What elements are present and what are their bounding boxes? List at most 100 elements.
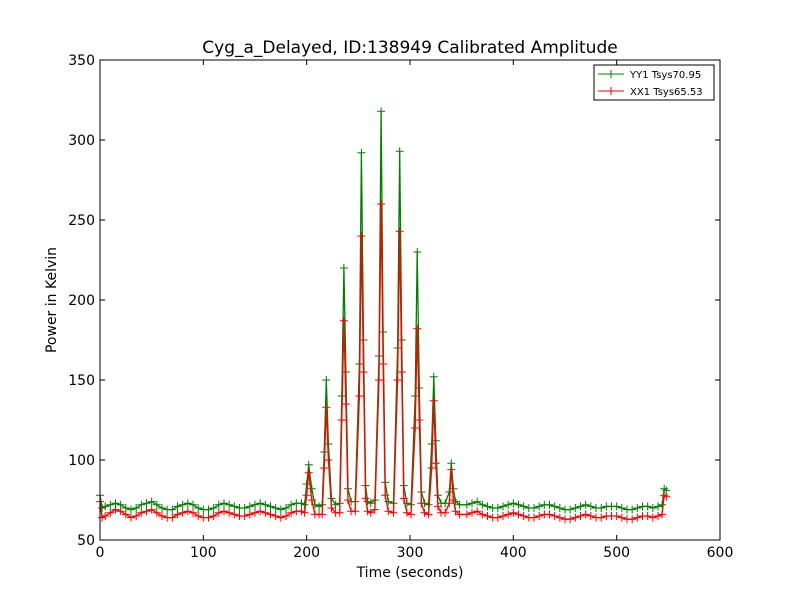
data-point (101, 512, 110, 520)
legend-label-1: XX1 Tsys65.53 (630, 87, 703, 98)
data-point (504, 500, 513, 509)
data-point (393, 376, 402, 384)
data-point (307, 496, 316, 504)
data-point (337, 416, 346, 424)
data-point (173, 502, 182, 511)
data-point (431, 459, 440, 468)
data-point (424, 510, 433, 519)
data-point (183, 499, 192, 508)
legend: YY1 Tsys70.95 XX1 Tsys65.53 (593, 64, 715, 101)
data-point (204, 513, 213, 522)
data-point (662, 492, 671, 501)
data-point (152, 500, 161, 509)
data-point (451, 497, 460, 506)
data-point (189, 508, 197, 517)
data-point (240, 512, 249, 520)
data-point (586, 502, 595, 511)
data-point (194, 504, 203, 512)
data-point (493, 513, 502, 522)
data-point (576, 512, 585, 520)
data-point (304, 460, 313, 469)
data-point (555, 513, 564, 522)
data-point (462, 500, 471, 509)
data-point (357, 232, 366, 240)
data-point (555, 504, 564, 512)
data-point (478, 500, 487, 509)
data-point (514, 500, 523, 509)
data-point (271, 504, 280, 512)
axis-ticks: 0 100 200 300 400 500 600 50 100 150 200 250 300 350 (68, 53, 733, 561)
data-point (509, 508, 518, 517)
data-point (483, 502, 492, 511)
data-point (420, 508, 429, 517)
data-point (261, 508, 270, 517)
data-point (451, 507, 460, 516)
data-point (370, 505, 379, 514)
legend-marker-0 (607, 70, 615, 78)
series-1 (96, 200, 671, 524)
data-point (355, 392, 364, 400)
data-point (389, 508, 398, 517)
data-point (251, 508, 259, 517)
x-tick-label: 0 (96, 545, 105, 561)
data-point (158, 504, 166, 512)
data-point (147, 505, 156, 514)
data-point (535, 512, 544, 520)
data-point (158, 512, 166, 520)
data-point (245, 510, 254, 519)
data-point (429, 372, 438, 381)
data-point (183, 507, 192, 516)
data-point (468, 508, 476, 517)
data-point (168, 513, 177, 522)
data-point (357, 148, 366, 157)
data-point (324, 456, 333, 464)
data-point (245, 502, 254, 511)
data-point (381, 491, 390, 500)
y-tick-label: 250 (68, 213, 95, 229)
data-point (339, 264, 348, 272)
data-point (571, 513, 580, 522)
data-point (341, 400, 350, 408)
x-tick-label: 400 (500, 545, 527, 561)
data-point (633, 504, 642, 512)
data-point (287, 508, 296, 517)
data-point (132, 504, 141, 512)
data-point (407, 510, 416, 519)
data-point (504, 510, 513, 519)
data-point (628, 515, 637, 524)
data-point (402, 508, 411, 517)
data-point (168, 505, 177, 514)
data-point (519, 502, 528, 511)
data-point (514, 510, 523, 519)
data-point (214, 508, 223, 517)
data-point (617, 504, 626, 512)
data-point (287, 500, 296, 509)
data-point (375, 376, 383, 384)
legend-box (593, 64, 715, 101)
data-point (395, 227, 404, 236)
data-point (566, 505, 575, 514)
y-tick-label: 200 (68, 293, 95, 309)
data-point (230, 510, 239, 519)
data-point (395, 147, 404, 156)
data-point (377, 200, 386, 208)
data-point (366, 508, 375, 517)
data-point (302, 491, 311, 500)
x-tick-label: 100 (190, 545, 217, 561)
data-point (441, 508, 450, 517)
data-point (194, 512, 203, 520)
data-point (220, 507, 228, 516)
data-point (251, 500, 259, 509)
data-point (361, 494, 370, 503)
data-point (225, 500, 234, 509)
data-point (127, 513, 135, 522)
data-point (384, 497, 393, 506)
data-point (209, 512, 218, 520)
data-point (648, 504, 657, 512)
data-point (633, 513, 642, 522)
x-tick-label: 200 (293, 545, 320, 561)
data-point (658, 500, 667, 509)
data-point (266, 510, 275, 519)
data-point (137, 500, 146, 509)
